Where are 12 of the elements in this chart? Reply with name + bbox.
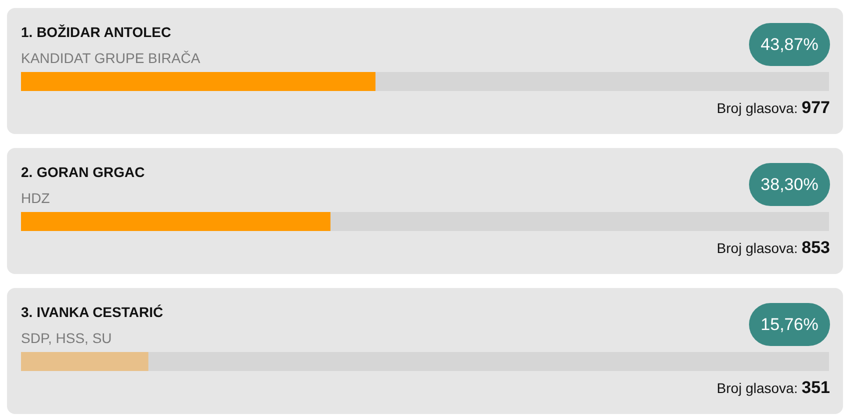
- annotation: HDZ: [21, 190, 50, 206]
- data-label: 38,30%: [749, 163, 830, 206]
- annotation: Broj glasova: 977: [716, 98, 830, 117]
- y-tick-label: 2. GORAN GRGAC: [21, 164, 145, 180]
- y-tick-label: 3. IVANKA CESTARIĆ: [21, 304, 164, 320]
- data-label: 15,76%: [749, 303, 830, 346]
- annotation: SDP, HSS, SU: [21, 330, 112, 346]
- annotation: Broj glasova: 853: [716, 238, 830, 257]
- annotation: Broj glasova: 351: [716, 378, 830, 397]
- y-tick-label: 1. BOŽIDAR ANTOLEC: [21, 24, 172, 40]
- data-label: 43,87%: [749, 23, 830, 66]
- annotation: KANDIDAT GRUPE BIRAČA: [21, 50, 200, 66]
